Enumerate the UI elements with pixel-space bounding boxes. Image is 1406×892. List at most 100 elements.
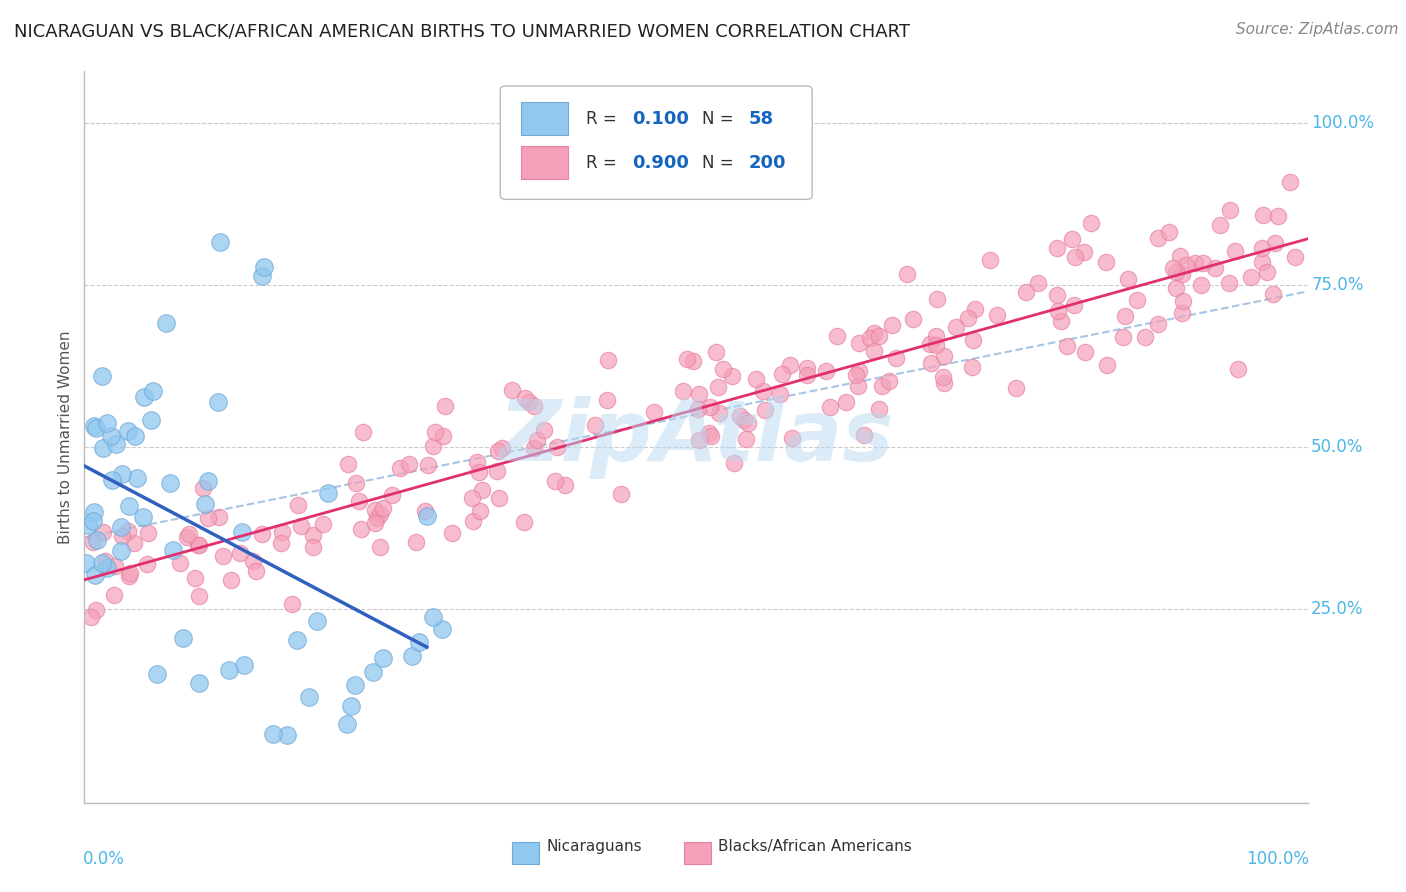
Point xyxy=(1226,362,1249,376)
Point xyxy=(598,353,620,368)
Point xyxy=(250,526,273,541)
Point xyxy=(318,485,340,500)
Point xyxy=(513,392,536,406)
Point xyxy=(344,475,367,490)
Point xyxy=(118,566,141,581)
Y-axis label: Births to Unmarried Women: Births to Unmarried Women xyxy=(58,330,73,544)
Point xyxy=(533,423,555,437)
Point xyxy=(1218,276,1240,290)
Point xyxy=(416,458,439,472)
Text: 50.0%: 50.0% xyxy=(1312,438,1364,456)
Point xyxy=(197,511,219,525)
Point xyxy=(768,387,790,401)
Text: 58: 58 xyxy=(748,110,773,128)
Point xyxy=(733,413,755,427)
Point xyxy=(523,399,546,413)
Text: 100.0%: 100.0% xyxy=(1246,850,1309,868)
Point xyxy=(818,400,841,414)
Point xyxy=(1209,218,1232,232)
Point xyxy=(465,455,488,469)
Point xyxy=(433,400,456,414)
Point xyxy=(925,329,948,343)
Point xyxy=(176,530,198,544)
Point xyxy=(343,678,366,692)
Point xyxy=(298,690,321,705)
Point xyxy=(290,518,312,533)
Point xyxy=(699,400,721,414)
Point xyxy=(441,526,464,541)
Point xyxy=(124,429,146,443)
Point xyxy=(122,535,145,549)
Point xyxy=(853,428,876,442)
Point xyxy=(131,510,153,524)
Point xyxy=(1161,261,1184,276)
Point xyxy=(193,481,215,495)
Point xyxy=(262,727,284,741)
Point xyxy=(1251,208,1274,222)
Point xyxy=(728,409,751,423)
Point xyxy=(187,537,209,551)
FancyBboxPatch shape xyxy=(513,841,540,863)
Text: R =: R = xyxy=(586,153,621,172)
Point xyxy=(825,329,848,343)
Point xyxy=(546,440,568,454)
Point xyxy=(1073,244,1095,259)
Text: N =: N = xyxy=(702,153,740,172)
Point xyxy=(1080,216,1102,230)
Point xyxy=(1116,272,1139,286)
Point xyxy=(1279,175,1302,189)
Point xyxy=(723,456,745,470)
Point xyxy=(901,312,924,326)
Point xyxy=(75,556,97,570)
Point xyxy=(207,395,229,409)
Point xyxy=(682,354,704,368)
Point xyxy=(1063,298,1085,312)
Point xyxy=(91,524,114,539)
Point xyxy=(188,675,211,690)
FancyBboxPatch shape xyxy=(683,841,710,863)
Point xyxy=(880,318,903,333)
Point xyxy=(408,635,430,649)
Point xyxy=(141,413,163,427)
Point xyxy=(707,380,730,394)
Point xyxy=(1170,306,1192,320)
Point xyxy=(77,518,100,533)
Point xyxy=(1114,309,1136,323)
Point xyxy=(1164,265,1187,279)
Point xyxy=(371,501,394,516)
Point xyxy=(111,467,134,482)
Text: 75.0%: 75.0% xyxy=(1312,276,1364,294)
Point xyxy=(242,554,264,568)
Point xyxy=(924,337,946,351)
Point xyxy=(859,331,882,345)
Point xyxy=(1046,241,1069,255)
Point xyxy=(381,488,404,502)
Point xyxy=(711,361,734,376)
Point xyxy=(368,507,391,521)
Point xyxy=(271,525,294,540)
Text: 25.0%: 25.0% xyxy=(1312,599,1364,617)
Point xyxy=(371,651,394,665)
Point xyxy=(136,557,159,571)
Point xyxy=(1191,278,1213,293)
Point xyxy=(110,520,132,534)
Point xyxy=(84,421,107,435)
Point xyxy=(127,471,149,485)
Point xyxy=(423,425,446,439)
Point xyxy=(896,267,918,281)
Point xyxy=(117,424,139,438)
Point xyxy=(1219,203,1241,218)
Point xyxy=(932,370,955,384)
Point xyxy=(280,598,302,612)
Point xyxy=(1095,254,1118,268)
Point xyxy=(1174,258,1197,272)
Point xyxy=(287,499,309,513)
Point xyxy=(110,543,132,558)
Point xyxy=(1074,345,1097,359)
Point xyxy=(91,441,114,455)
Point xyxy=(285,633,308,648)
Point xyxy=(162,543,184,558)
Point xyxy=(187,538,209,552)
Point xyxy=(848,364,870,378)
Point xyxy=(463,514,485,528)
